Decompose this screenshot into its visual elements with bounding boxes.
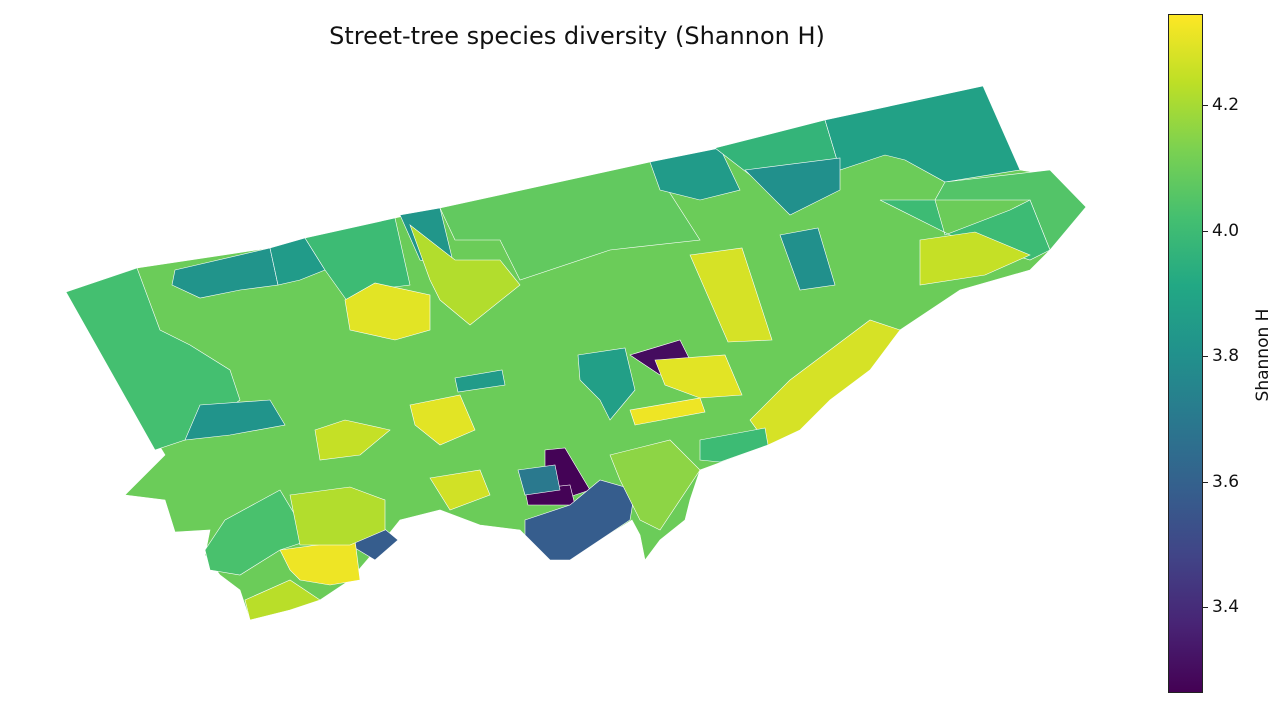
colorbar-tick-label: 4.0 bbox=[1212, 220, 1240, 241]
colorbar-tick-label: 4.2 bbox=[1212, 95, 1240, 116]
neighbourhood-region bbox=[577, 347, 636, 421]
neighbourhood-region bbox=[409, 224, 521, 326]
neighbourhood-region bbox=[204, 489, 311, 576]
neighbourhood-region bbox=[649, 147, 741, 201]
neighbourhood-region bbox=[654, 354, 743, 399]
neighbourhood-region bbox=[344, 282, 431, 341]
neighbourhood-region bbox=[409, 394, 476, 446]
neighbourhood-region bbox=[269, 237, 326, 286]
neighbourhood-region bbox=[689, 247, 773, 343]
map-title: Street-tree species diversity (Shannon H… bbox=[329, 22, 825, 50]
colorbar bbox=[1168, 14, 1203, 693]
neighbourhood-region bbox=[919, 231, 1031, 286]
neighbourhood-region bbox=[429, 469, 491, 511]
neighbourhood-region bbox=[699, 427, 769, 463]
choropleth-map bbox=[65, 85, 1087, 621]
neighbourhood-region bbox=[524, 479, 636, 561]
colorbar-tick bbox=[1202, 230, 1208, 232]
colorbar-tick-label: 3.4 bbox=[1212, 597, 1240, 618]
neighbourhood-region bbox=[749, 319, 901, 446]
colorbar-tick bbox=[1202, 481, 1208, 483]
colorbar-tick-label: 3.6 bbox=[1212, 471, 1240, 492]
colorbar-tick bbox=[1202, 607, 1208, 609]
neighbourhood-region bbox=[517, 464, 561, 496]
neighbourhood-region bbox=[744, 157, 841, 216]
neighbourhood-region bbox=[779, 227, 836, 291]
neighbourhood-region bbox=[244, 579, 321, 621]
neighbourhood-region bbox=[824, 85, 1021, 183]
neighbourhood-region bbox=[314, 419, 391, 461]
neighbourhood-region bbox=[609, 439, 701, 531]
colorbar-label: Shannon H bbox=[1253, 308, 1273, 402]
neighbourhood-region bbox=[289, 486, 386, 546]
colorbar-tick bbox=[1202, 356, 1208, 358]
neighbourhood-region bbox=[454, 369, 506, 393]
colorbar-tick-label: 3.8 bbox=[1212, 346, 1240, 367]
neighbourhood-region bbox=[184, 399, 286, 441]
neighbourhood-region bbox=[65, 267, 241, 451]
neighbourhood-region bbox=[629, 397, 706, 426]
colorbar-tick bbox=[1202, 105, 1208, 107]
